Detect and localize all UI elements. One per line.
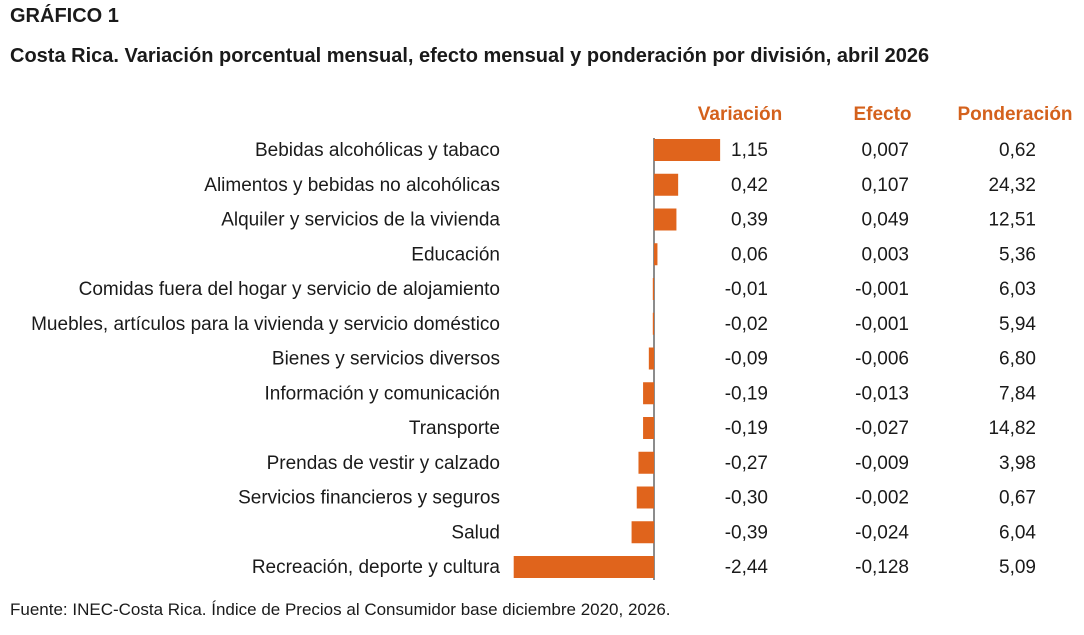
bar (654, 173, 679, 196)
chart-title: Costa Rica. Variación porcentual mensual… (10, 45, 930, 67)
bar (652, 312, 654, 335)
bar (654, 208, 677, 231)
ponderacion-value: 6,04 (999, 522, 1036, 543)
variacion-value: -0,19 (725, 418, 768, 439)
ponderacion-value: 5,09 (999, 557, 1036, 578)
header-ponderacion: Ponderación (957, 104, 1073, 125)
chart-label: GRÁFICO 1 (10, 5, 119, 27)
ponderacion-value: 24,32 (988, 175, 1036, 196)
efecto-value: -0,013 (855, 383, 909, 404)
bar (654, 139, 721, 161)
variacion-value: 0,06 (731, 244, 768, 265)
variacion-value: -0,39 (725, 522, 768, 543)
variacion-value: 0,39 (731, 210, 768, 231)
variacion-value: -0,19 (725, 383, 768, 404)
efecto-value: 0,107 (861, 175, 909, 196)
ponderacion-value: 5,94 (999, 314, 1036, 335)
ponderacion-value: 14,82 (988, 418, 1036, 439)
variacion-value: -0,02 (725, 314, 768, 335)
bar (513, 556, 654, 578)
category-label: Educación (411, 244, 500, 265)
bar (652, 278, 654, 300)
header-efecto: Efecto (853, 104, 912, 125)
efecto-value: -0,024 (855, 522, 909, 543)
ponderacion-value: 7,84 (999, 383, 1036, 404)
ponderacion-value: 5,36 (999, 244, 1036, 265)
bar (643, 417, 654, 439)
bar (638, 451, 654, 474)
efecto-value: 0,007 (861, 140, 909, 161)
category-label: Salud (451, 522, 500, 543)
bar (631, 521, 654, 544)
variacion-value: -0,27 (725, 453, 768, 474)
efecto-value: -0,001 (855, 279, 909, 300)
ponderacion-value: 3,98 (999, 453, 1036, 474)
efecto-value: 0,003 (861, 244, 909, 265)
ponderacion-value: 0,62 (999, 140, 1036, 161)
variacion-value: 0,42 (731, 175, 768, 196)
efecto-value: -0,009 (855, 453, 909, 474)
bar (636, 486, 654, 509)
variacion-value: -2,44 (725, 557, 769, 578)
bar (643, 382, 654, 405)
category-label: Bebidas alcohólicas y tabaco (255, 140, 500, 161)
category-label: Recreación, deporte y cultura (252, 557, 501, 578)
category-label: Alquiler y servicios de la vivienda (221, 210, 500, 231)
variacion-value: -0,09 (725, 349, 768, 370)
efecto-value: -0,027 (855, 418, 909, 439)
category-label: Comidas fuera del hogar y servicio de al… (79, 279, 500, 300)
efecto-value: -0,006 (855, 349, 909, 370)
efecto-value: -0,128 (855, 557, 909, 578)
header-variacion: Variación (697, 104, 783, 125)
variacion-value: 1,15 (731, 140, 768, 161)
ponderacion-value: 6,80 (999, 349, 1036, 370)
ponderacion-value: 12,51 (988, 210, 1036, 231)
category-label: Muebles, artículos para la vivienda y se… (31, 314, 500, 335)
category-label: Prendas de vestir y calzado (267, 453, 500, 474)
efecto-value: -0,002 (855, 488, 909, 509)
variacion-value: -0,01 (725, 279, 768, 300)
variacion-value: -0,30 (725, 488, 768, 509)
category-label: Servicios financieros y seguros (238, 488, 500, 509)
category-label: Información y comunicación (265, 383, 501, 404)
source-note: Fuente: INEC-Costa Rica. Índice de Preci… (10, 600, 671, 619)
category-label: Alimentos y bebidas no alcohólicas (204, 175, 500, 196)
efecto-value: 0,049 (861, 210, 909, 231)
ponderacion-value: 0,67 (999, 488, 1036, 509)
bar (654, 243, 658, 266)
bar (648, 347, 654, 370)
ponderacion-value: 6,03 (999, 279, 1036, 300)
category-label: Transporte (409, 418, 500, 439)
efecto-value: -0,001 (855, 314, 909, 335)
category-label: Bienes y servicios diversos (272, 349, 500, 370)
